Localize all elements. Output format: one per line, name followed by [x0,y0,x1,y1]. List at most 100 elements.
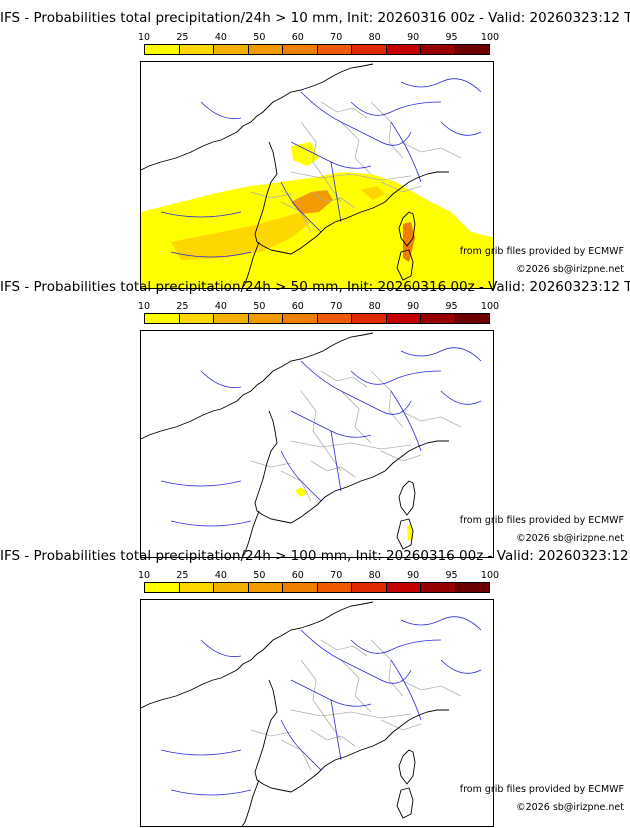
colorbar-segment [283,583,318,592]
colorbar-tick-label: 60 [291,32,304,43]
river [160,211,242,218]
copyright-text: ©2026 sb@irizpne.net [516,533,624,544]
colorbar-tick-label: 100 [480,32,500,43]
region-border [320,370,368,388]
river [390,121,422,183]
colorbar-tick-label: 70 [330,570,343,581]
region-border [250,460,292,468]
colorbar-segment [352,45,387,54]
river [330,699,342,761]
map-panel-100mm: IFS - Probabilities total precipitation/… [0,548,630,827]
probability-area [403,222,415,262]
colorbar-tick-label: 95 [445,301,458,312]
copyright-text: ©2026 sb@irizpne.net [516,802,624,813]
map-panel-10mm: IFS - Probabilities total precipitation/… [0,10,630,289]
probability-area [295,487,307,497]
river [400,616,482,631]
colorbar-segment [145,314,180,323]
colorbar-segment [248,583,283,592]
map-area [140,61,494,289]
river [440,390,482,405]
region-border [370,639,404,697]
colorbar-tick-label: 25 [176,301,189,312]
river [440,121,482,136]
region-border [340,121,372,175]
colorbar-tick-label: 80 [368,301,381,312]
river [170,789,252,796]
colorbar-segment [145,45,180,54]
region-border [310,729,356,747]
colorbar-tick-label: 90 [407,32,420,43]
river [390,390,422,452]
source-credit: from grib files provided by ECMWF [459,784,624,795]
region-border [370,101,404,159]
colorbar-tick-label: 50 [253,301,266,312]
colorbar-segment [352,583,387,592]
region-border [250,729,292,737]
colorbar-segment [248,314,283,323]
colorbar-tick-label: 95 [445,32,458,43]
source-credit: from grib files provided by ECMWF [459,515,624,526]
region-border [400,141,462,159]
colorbar-segment [214,583,249,592]
region-border [400,410,462,428]
river [330,430,342,492]
colorbar-tick-label: 40 [214,570,227,581]
region-border [320,639,368,657]
colorbar-tick-label: 100 [480,570,500,581]
colorbar [144,44,490,55]
colorbar-ticks: 10 25 40 50 60 70 80 90 95 100 [138,301,499,313]
region-border [300,390,342,472]
colorbar-segment [145,583,180,592]
colorbar-tick-label: 50 [253,570,266,581]
colorbar-tick-label: 90 [407,301,420,312]
panel-title: IFS - Probabilities total precipitation/… [0,279,630,295]
region-border [340,659,372,713]
river [200,370,242,389]
colorbar-segment [214,314,249,323]
island-outline [396,211,416,281]
river [200,101,242,120]
map-svg [141,601,482,826]
colorbar-tick-label: 25 [176,32,189,43]
river [330,161,342,223]
region-border [300,659,342,741]
colorbar-tick-label: 25 [176,570,189,581]
island-outline [396,749,416,819]
probability-area [291,142,319,166]
colorbar-segment [386,314,421,323]
region-border [380,450,422,462]
colorbar-segment [283,45,318,54]
river [160,480,242,487]
coastline [141,601,449,826]
region-border [310,460,356,478]
colorbar-segment [455,314,489,323]
region-border [300,121,342,203]
river [350,370,442,385]
probability-area [361,186,385,200]
map-svg [141,332,482,557]
colorbar-tick-label: 90 [407,570,420,581]
colorbar-segment [352,314,387,323]
river [400,78,482,93]
river [440,659,482,674]
colorbar-tick-label: 10 [137,32,151,43]
region-border [310,191,356,209]
coastline [141,63,449,288]
region-border [340,390,372,444]
copyright-text: ©2026 sb@irizpne.net [516,264,624,275]
colorbar-segment [421,583,456,592]
colorbar-segment [317,314,352,323]
colorbar-segment [214,45,249,54]
river [280,719,322,771]
colorbar-tick-label: 70 [330,301,343,312]
colorbar-tick-label: 80 [368,32,381,43]
region-border [380,181,422,193]
probability-area [141,172,493,288]
map-svg [141,63,493,288]
colorbar-segment [283,314,318,323]
river [350,101,442,116]
colorbar-tick-label: 70 [330,32,343,43]
river [300,360,412,415]
colorbar-segment [386,583,421,592]
